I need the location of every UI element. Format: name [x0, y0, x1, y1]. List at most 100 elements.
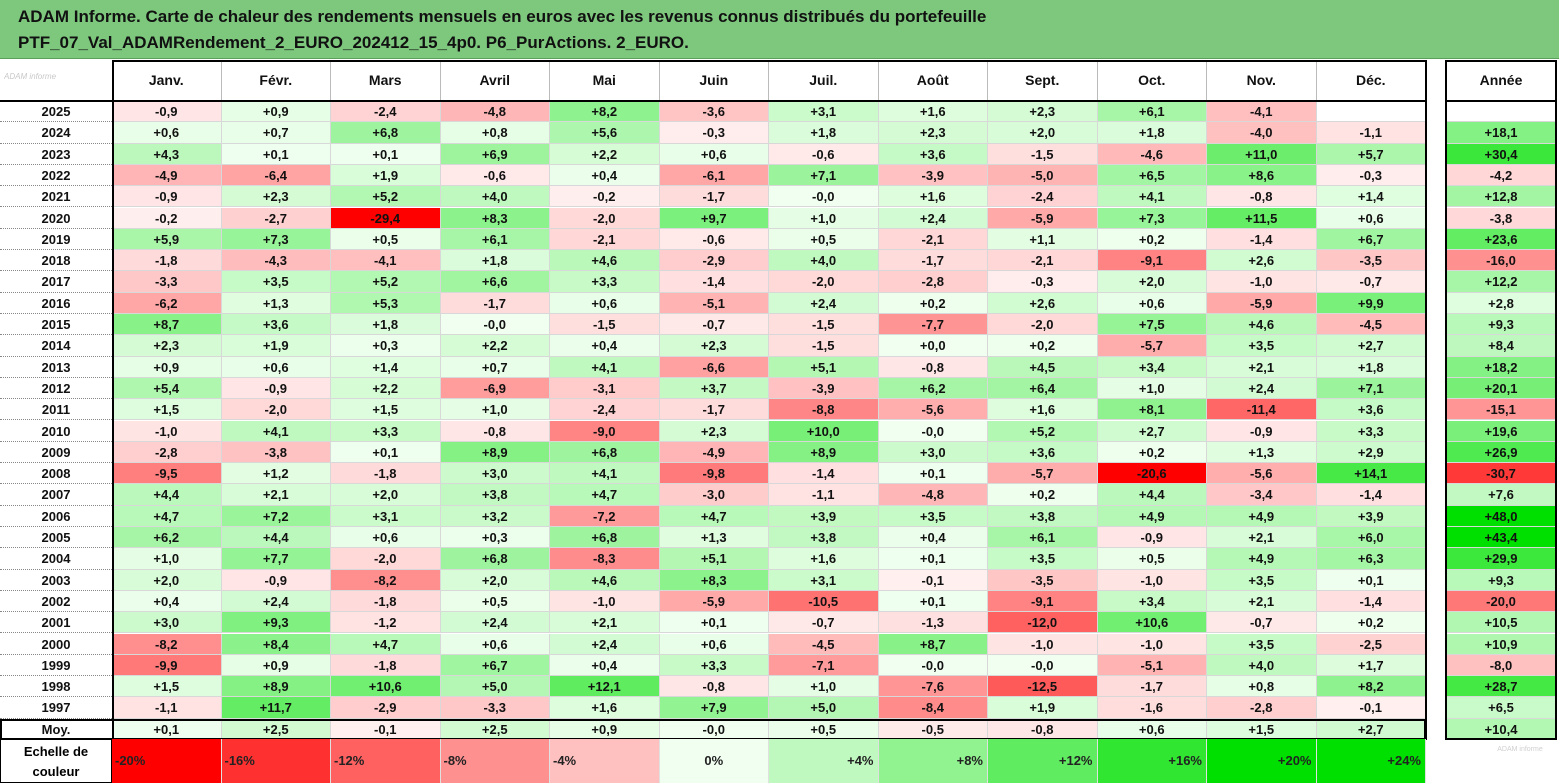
row-year-label: 2001 [0, 612, 112, 634]
heatmap-cell: +2,5 [221, 718, 331, 740]
column-header-3: Mars [331, 60, 441, 100]
heatmap-cell: +2,3 [221, 186, 331, 208]
heatmap-cell: +7,3 [1097, 207, 1207, 229]
heatmap-cell: -8,2 [331, 569, 441, 591]
annual-cell: +48,0 [1447, 505, 1555, 527]
column-header-5: Mai [550, 60, 660, 100]
heatmap-cell: +4,9 [1097, 505, 1207, 527]
heatmap-cell: +5,3 [331, 292, 441, 314]
heatmap-cell: +2,0 [1097, 271, 1207, 293]
heatmap-cell: +4,4 [221, 527, 331, 549]
heatmap-cell: +4,9 [1207, 548, 1317, 570]
row-year-label: 2008 [0, 463, 112, 485]
heatmap-cell: +10,0 [769, 420, 879, 442]
heatmap-cell: -2,9 [659, 250, 769, 272]
heatmap-cell: +8,6 [1207, 164, 1317, 187]
row-year-label: 2002 [0, 590, 112, 613]
heatmap-cell: +5,1 [659, 548, 769, 570]
heatmap-cell: +3,7 [659, 377, 769, 400]
heatmap-cell: +3,0 [878, 441, 988, 464]
column-header-2: Févr. [221, 60, 331, 100]
heatmap-cell: -1,7 [1097, 676, 1207, 698]
heatmap-cell: -4,8 [878, 484, 988, 506]
heatmap-cell: +3,3 [331, 420, 441, 442]
heatmap-cell: -2,0 [221, 399, 331, 421]
heatmap-cell: +1,8 [440, 250, 550, 272]
heatmap-cell: -4,0 [1207, 122, 1317, 144]
heatmap-cell: +0,1 [659, 612, 769, 634]
heatmap-cell: +8,1 [1097, 399, 1207, 421]
annual-cell: -16,0 [1447, 250, 1555, 272]
heatmap-cell: -1,0 [1097, 569, 1207, 591]
heatmap-cell: -3,6 [659, 101, 769, 123]
heatmap-cell: +3,1 [769, 101, 879, 123]
annual-cell: +23,6 [1447, 228, 1555, 251]
heatmap-cell: +0,6 [659, 633, 769, 655]
heatmap-cell: +8,9 [769, 441, 879, 464]
annual-cell: +29,9 [1447, 548, 1555, 570]
heatmap-cell: +10,6 [331, 676, 441, 698]
annual-cell: +10,4 [1447, 718, 1555, 740]
heatmap-cell: -0,1 [331, 718, 441, 740]
column-header-6: Juin [659, 60, 769, 100]
heatmap-cell: +3,4 [1097, 590, 1207, 613]
heatmap-cell: -7,6 [878, 676, 988, 698]
heatmap-cell: +5,2 [331, 186, 441, 208]
heatmap-cell: -9,5 [112, 463, 222, 485]
heatmap-cell: +2,6 [988, 292, 1098, 314]
heatmap-cell: +3,0 [440, 463, 550, 485]
heatmap-cell: +6,2 [112, 527, 222, 549]
annual-cell: -3,8 [1447, 207, 1555, 229]
heatmap-cell: -0,0 [769, 186, 879, 208]
heatmap-cell: +3,4 [1097, 356, 1207, 378]
heatmap-cell: -2,7 [221, 207, 331, 229]
heatmap-cell: -4,9 [112, 164, 222, 187]
heatmap-cell: +8,4 [221, 633, 331, 655]
heatmap-cell: -1,1 [1316, 122, 1426, 144]
heatmap-cell: +0,8 [440, 122, 550, 144]
annual-cell: +12,8 [1447, 186, 1555, 208]
heatmap-cell: +0,4 [550, 335, 660, 357]
heatmap-cell: -1,1 [769, 484, 879, 506]
heatmap-cell: -0,9 [221, 377, 331, 400]
heatmap-cell: +0,9 [550, 718, 660, 740]
heatmap-cell: +11,5 [1207, 207, 1317, 229]
annual-cell: -4,2 [1447, 164, 1555, 187]
heatmap-cell: +3,5 [1207, 335, 1317, 357]
heatmap-cell: -0,8 [659, 676, 769, 698]
row-year-label: 2012 [0, 377, 112, 400]
corner-logo: ADAM informe [4, 72, 57, 81]
heatmap-cell: +2,3 [988, 101, 1098, 123]
heatmap-cell: +0,4 [112, 590, 222, 613]
heatmap-cell: -0,5 [878, 718, 988, 740]
heatmap-cell: -2,4 [331, 101, 441, 123]
color-scale-stop: +12% [988, 739, 1098, 783]
heatmap-cell: +2,1 [1207, 527, 1317, 549]
heatmap-cell: -4,8 [440, 101, 550, 123]
heatmap-cell: +11,7 [221, 697, 331, 719]
heatmap-cell: +9,7 [659, 207, 769, 229]
heatmap-cell: -0,8 [988, 718, 1098, 740]
heatmap-cell: +0,6 [1097, 718, 1207, 740]
heatmap-cell: -3,8 [221, 441, 331, 464]
heatmap-cell: +6,6 [440, 271, 550, 293]
heatmap-cell: +4,1 [550, 356, 660, 378]
heatmap-cell: -1,1 [112, 697, 222, 719]
heatmap-cell: +0,1 [878, 548, 988, 570]
heatmap-cell: +3,8 [769, 527, 879, 549]
heatmap-cell: +8,9 [440, 441, 550, 464]
heatmap-cell: +7,3 [221, 228, 331, 251]
heatmap-cell: +2,3 [659, 335, 769, 357]
color-scale-stop: +4% [769, 739, 879, 783]
heatmap-cell: +2,7 [1316, 335, 1426, 357]
color-scale-stop: 0% [659, 739, 769, 783]
heatmap-cell: +0,2 [1097, 441, 1207, 464]
heatmap-cell: -5,1 [1097, 654, 1207, 677]
heatmap-cell: +8,9 [221, 676, 331, 698]
heatmap-cell: +8,2 [550, 101, 660, 123]
heatmap-cell: +4,1 [221, 420, 331, 442]
heatmap-cell: -5,6 [878, 399, 988, 421]
heatmap-cell: +0,0 [878, 335, 988, 357]
color-scale-stop: -16% [221, 739, 331, 783]
heatmap-cell: -1,5 [769, 314, 879, 336]
